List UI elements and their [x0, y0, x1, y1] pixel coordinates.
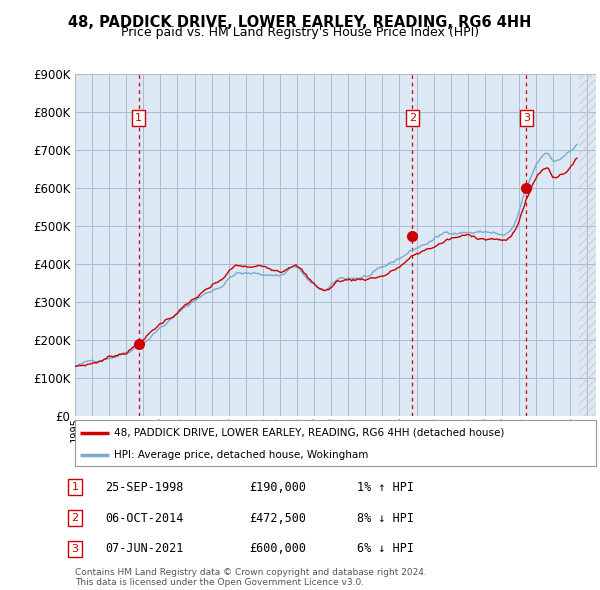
Text: 1: 1: [71, 483, 79, 492]
Text: 25-SEP-1998: 25-SEP-1998: [105, 481, 184, 494]
Text: HPI: Average price, detached house, Wokingham: HPI: Average price, detached house, Woki…: [114, 450, 368, 460]
Text: 1% ↑ HPI: 1% ↑ HPI: [357, 481, 414, 494]
Text: 1: 1: [135, 113, 142, 123]
Text: 48, PADDICK DRIVE, LOWER EARLEY, READING, RG6 4HH (detached house): 48, PADDICK DRIVE, LOWER EARLEY, READING…: [114, 428, 505, 438]
Bar: [579, 74, 596, 416]
Text: Contains HM Land Registry data © Crown copyright and database right 2024.
This d: Contains HM Land Registry data © Crown c…: [75, 568, 427, 587]
Text: 2: 2: [71, 513, 79, 523]
Text: 6% ↓ HPI: 6% ↓ HPI: [357, 542, 414, 555]
Text: 2: 2: [409, 113, 416, 123]
Text: 07-JUN-2021: 07-JUN-2021: [105, 542, 184, 555]
Text: 8% ↓ HPI: 8% ↓ HPI: [357, 512, 414, 525]
Text: 06-OCT-2014: 06-OCT-2014: [105, 512, 184, 525]
Text: 3: 3: [523, 113, 530, 123]
Text: 48, PADDICK DRIVE, LOWER EARLEY, READING, RG6 4HH: 48, PADDICK DRIVE, LOWER EARLEY, READING…: [68, 15, 532, 30]
Bar: [579, 74, 596, 416]
Text: Price paid vs. HM Land Registry's House Price Index (HPI): Price paid vs. HM Land Registry's House …: [121, 26, 479, 39]
Text: £190,000: £190,000: [249, 481, 306, 494]
Text: £472,500: £472,500: [249, 512, 306, 525]
Text: 3: 3: [71, 544, 79, 553]
Text: £600,000: £600,000: [249, 542, 306, 555]
